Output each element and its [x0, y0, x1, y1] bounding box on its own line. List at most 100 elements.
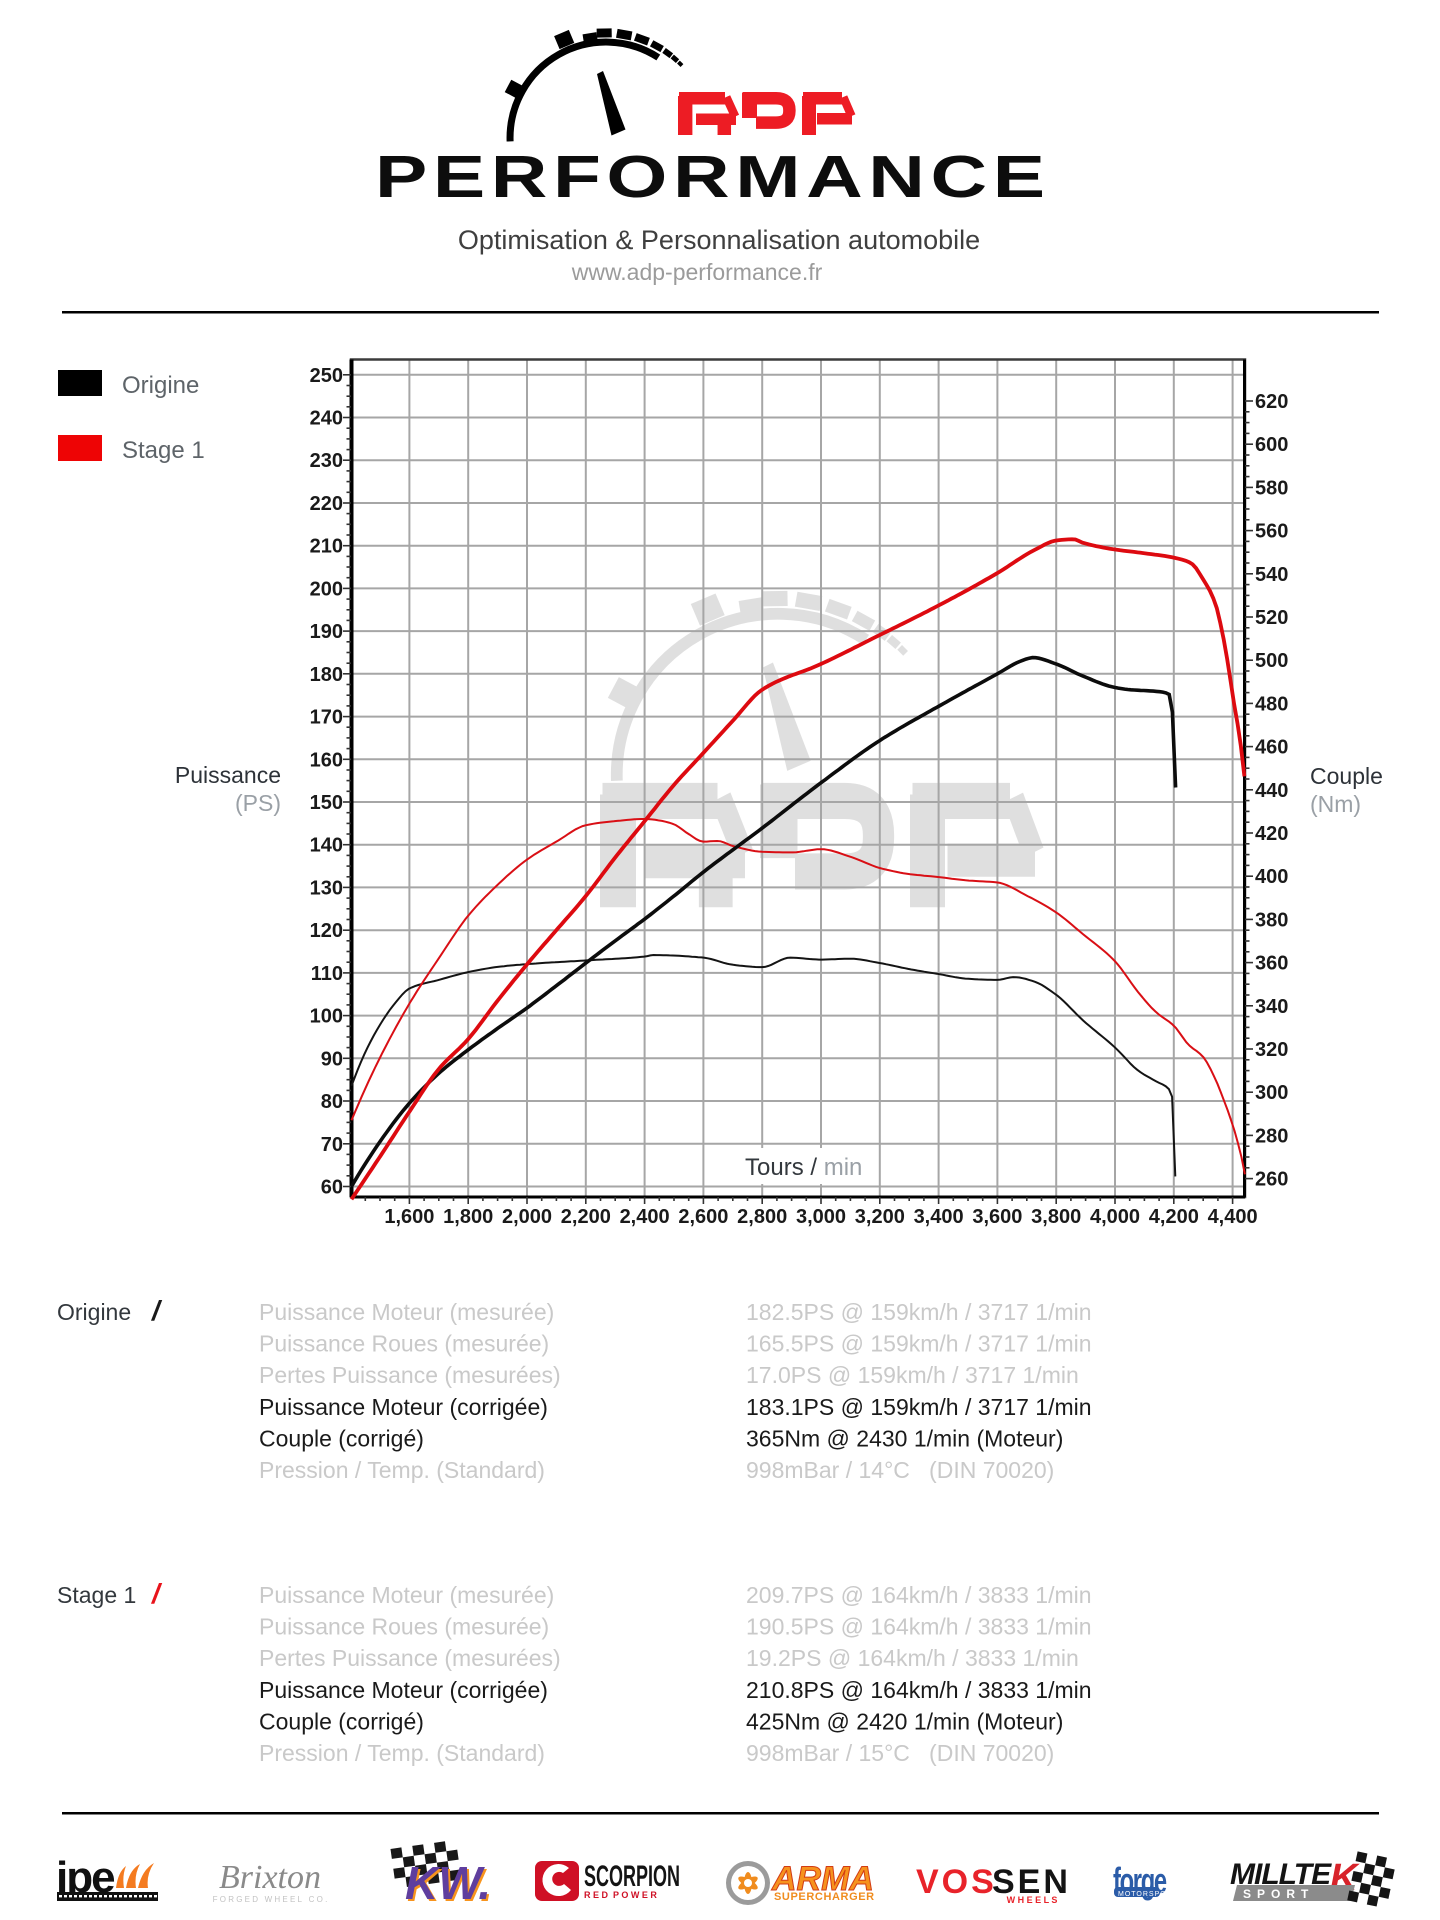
svg-text:150: 150 — [310, 792, 343, 814]
svg-text:Puissance Moteur (mesurée): Puissance Moteur (mesurée) — [259, 1299, 554, 1325]
svg-text:3,800: 3,800 — [1031, 1206, 1081, 1228]
svg-text:ARMA: ARMA — [771, 1860, 874, 1898]
svg-text:170: 170 — [310, 707, 343, 729]
svg-text:340: 340 — [1255, 996, 1288, 1018]
svg-text:500: 500 — [1255, 650, 1288, 672]
svg-text:Puissance Roues (mesurée): Puissance Roues (mesurée) — [259, 1614, 549, 1640]
svg-text:Puissance: Puissance — [175, 762, 281, 788]
svg-text:250: 250 — [310, 365, 343, 387]
svg-text:420: 420 — [1255, 823, 1288, 845]
svg-text:380: 380 — [1255, 909, 1288, 931]
svg-text:VOS: VOS — [916, 1863, 997, 1901]
svg-text:210: 210 — [310, 536, 343, 558]
svg-text:www.adp-performance.fr: www.adp-performance.fr — [571, 259, 823, 285]
svg-text:Pertes Puissance (mesurées): Pertes Puissance (mesurées) — [259, 1645, 561, 1671]
svg-text:4,200: 4,200 — [1149, 1206, 1199, 1228]
svg-text:320: 320 — [1255, 1039, 1288, 1061]
svg-text:360: 360 — [1255, 953, 1288, 975]
svg-text:W H E E L S: W H E E L S — [1007, 1895, 1058, 1905]
svg-text:2,200: 2,200 — [561, 1206, 611, 1228]
svg-text:Couple (corrigé): Couple (corrigé) — [259, 1425, 424, 1451]
svg-text:80: 80 — [321, 1091, 343, 1113]
svg-text:Puissance Moteur (mesurée): Puissance Moteur (mesurée) — [259, 1582, 554, 1608]
svg-text:Origine: Origine — [122, 372, 199, 399]
svg-text:4,000: 4,000 — [1090, 1206, 1140, 1228]
svg-text:PERFORMANCE: PERFORMANCE — [375, 143, 1051, 210]
svg-text:Couple: Couple — [1310, 763, 1383, 789]
svg-text:580: 580 — [1255, 477, 1288, 499]
svg-text:(Nm): (Nm) — [1310, 791, 1361, 817]
svg-text:1,800: 1,800 — [443, 1206, 493, 1228]
svg-text:130: 130 — [310, 877, 343, 899]
svg-text:Pertes Puissance (mesurées): Pertes Puissance (mesurées) — [259, 1362, 561, 1388]
svg-text:/: / — [150, 1578, 163, 1609]
svg-text:160: 160 — [310, 749, 343, 771]
svg-text:600: 600 — [1255, 434, 1288, 456]
svg-text:209.7PS @ 164km/h / 3833 1/min: 209.7PS @ 164km/h / 3833 1/min — [746, 1582, 1092, 1608]
svg-text:70: 70 — [321, 1134, 343, 1156]
svg-text:230: 230 — [310, 450, 343, 472]
svg-text:F O R G E D W H E E L C O: F O R G E D W H E E L C O . — [213, 1895, 328, 1904]
svg-text:KW.: KW. — [405, 1857, 491, 1909]
svg-text:MOTORSPORT: MOTORSPORT — [1118, 1891, 1178, 1898]
svg-text:SCORPION: SCORPION — [584, 1861, 680, 1894]
svg-text:Origine: Origine — [57, 1299, 131, 1325]
svg-text:2,400: 2,400 — [620, 1206, 670, 1228]
svg-text:Puissance Moteur (corrigée): Puissance Moteur (corrigée) — [259, 1394, 548, 1420]
svg-text:190: 190 — [310, 621, 343, 643]
svg-text:4,400: 4,400 — [1208, 1206, 1258, 1228]
svg-text:280: 280 — [1255, 1125, 1288, 1147]
svg-text:998mBar / 14°C (DIN 70020): 998mBar / 14°C (DIN 70020) — [746, 1457, 1054, 1483]
svg-text:3,600: 3,600 — [972, 1206, 1022, 1228]
svg-text:520: 520 — [1255, 607, 1288, 629]
svg-text:260: 260 — [1255, 1169, 1288, 1191]
svg-text:200: 200 — [310, 578, 343, 600]
svg-text:KW.: KW. — [407, 1859, 493, 1911]
svg-text:SUPERCHARGER: SUPERCHARGER — [774, 1891, 875, 1903]
svg-text:183.1PS @ 159km/h / 3717 1/min: 183.1PS @ 159km/h / 3717 1/min — [746, 1394, 1092, 1420]
svg-text:Couple (corrigé): Couple (corrigé) — [259, 1708, 424, 1734]
svg-text:120: 120 — [310, 920, 343, 942]
svg-text:Puissance Moteur (corrigée): Puissance Moteur (corrigée) — [259, 1677, 548, 1703]
svg-text:Puissance Roues (mesurée): Puissance Roues (mesurée) — [259, 1331, 549, 1357]
svg-text:Stage 1: Stage 1 — [57, 1582, 136, 1608]
svg-text:210.8PS @ 164km/h / 3833 1/min: 210.8PS @ 164km/h / 3833 1/min — [746, 1677, 1092, 1703]
svg-text:425Nm @ 2420 1/min (Moteur): 425Nm @ 2420 1/min (Moteur) — [746, 1708, 1063, 1734]
svg-text:Stage 1: Stage 1 — [122, 437, 205, 464]
svg-text:2,600: 2,600 — [678, 1206, 728, 1228]
svg-text:SPORT: SPORT — [1243, 1887, 1314, 1901]
svg-text:560: 560 — [1255, 521, 1288, 543]
svg-text:480: 480 — [1255, 693, 1288, 715]
svg-text:(PS): (PS) — [235, 790, 281, 816]
svg-text:220: 220 — [310, 493, 343, 515]
svg-text:240: 240 — [310, 408, 343, 430]
svg-text:/: / — [150, 1295, 163, 1326]
svg-text:1,600: 1,600 — [384, 1206, 434, 1228]
svg-text:180: 180 — [310, 664, 343, 686]
svg-text:110: 110 — [311, 963, 343, 985]
svg-text:400: 400 — [1255, 866, 1288, 888]
svg-text:3,200: 3,200 — [855, 1206, 905, 1228]
svg-text:365Nm @ 2430 1/min (Moteur): 365Nm @ 2430 1/min (Moteur) — [746, 1425, 1063, 1451]
svg-text:998mBar / 15°C (DIN 70020): 998mBar / 15°C (DIN 70020) — [746, 1740, 1054, 1766]
svg-text:100: 100 — [310, 1006, 343, 1028]
svg-text:190.5PS @ 164km/h / 3833 1/min: 190.5PS @ 164km/h / 3833 1/min — [746, 1614, 1092, 1640]
svg-text:165.5PS @ 159km/h / 3717 1/min: 165.5PS @ 159km/h / 3717 1/min — [746, 1331, 1092, 1357]
svg-text:R E D P O W E R: R E D P O W E R — [584, 1890, 657, 1900]
svg-text:60: 60 — [321, 1176, 343, 1198]
svg-text:300: 300 — [1255, 1082, 1288, 1104]
svg-text:19.2PS @ 164km/h / 3833 1/min: 19.2PS @ 164km/h / 3833 1/min — [746, 1645, 1079, 1671]
svg-text:SEN: SEN — [992, 1863, 1071, 1901]
svg-text:440: 440 — [1255, 780, 1288, 802]
svg-text:Pression / Temp. (Standard): Pression / Temp. (Standard) — [259, 1457, 545, 1483]
svg-text:Tours / min: Tours / min — [745, 1154, 862, 1181]
svg-text:17.0PS @ 159km/h / 3717 1/min: 17.0PS @ 159km/h / 3717 1/min — [746, 1362, 1079, 1388]
svg-text:540: 540 — [1255, 564, 1288, 586]
svg-text:182.5PS @ 159km/h / 3717 1/min: 182.5PS @ 159km/h / 3717 1/min — [746, 1299, 1092, 1325]
svg-text:3,400: 3,400 — [914, 1206, 964, 1228]
svg-text:Pression / Temp. (Standard): Pression / Temp. (Standard) — [259, 1740, 545, 1766]
svg-text:460: 460 — [1255, 737, 1288, 759]
svg-text:2,800: 2,800 — [737, 1206, 787, 1228]
svg-text:620: 620 — [1255, 391, 1288, 413]
svg-text:3,000: 3,000 — [796, 1206, 846, 1228]
